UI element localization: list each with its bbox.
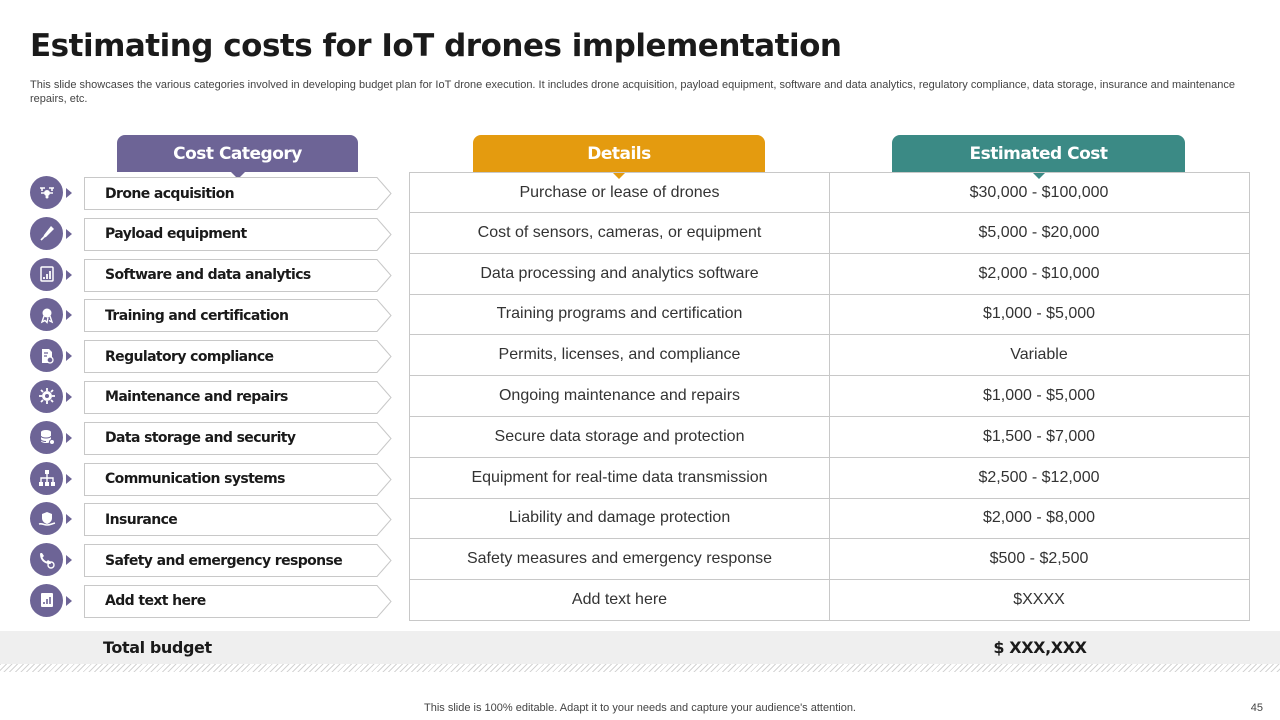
category-label: Maintenance and repairs xyxy=(105,389,288,406)
analytics-icon xyxy=(30,257,63,291)
category-label: Drone acquisition xyxy=(105,185,235,202)
details-cell: Equipment for real-time data transmissio… xyxy=(409,457,830,499)
header-cost-category: Cost Category xyxy=(117,135,358,179)
table-row: Add text here Add text here $XXXX xyxy=(0,579,1280,621)
details-cell: Safety measures and emergency response xyxy=(409,539,830,581)
hatch-divider xyxy=(0,664,1280,672)
pointer-triangle xyxy=(66,269,72,280)
pointer-triangle xyxy=(66,555,72,566)
table-row: Maintenance and repairs Ongoing maintenan… xyxy=(0,375,1280,417)
cost-cell: $1,000 - $5,000 xyxy=(829,294,1250,336)
category-box: Communication systems xyxy=(84,462,392,496)
total-budget-bar: Total budget $ XXX,XXX xyxy=(0,631,1280,664)
category-label: Communication systems xyxy=(105,471,285,488)
slide-title: Estimating costs for IoT drones implemen… xyxy=(30,28,842,64)
category-label: Data storage and security xyxy=(105,430,296,447)
emergency-icon xyxy=(30,543,63,577)
details-cell: Permits, licenses, and compliance xyxy=(409,335,830,377)
pointer-triangle xyxy=(66,473,72,484)
cost-cell: $2,000 - $10,000 xyxy=(829,253,1250,295)
details-cell: Training programs and certification xyxy=(409,294,830,336)
network-icon xyxy=(30,461,63,495)
pointer-triangle xyxy=(66,595,72,606)
pointer-triangle xyxy=(66,310,72,321)
pointer-triangle xyxy=(66,391,72,402)
slide-subtitle: This slide showcases the various categor… xyxy=(30,79,1236,105)
header-details: Details xyxy=(473,135,765,179)
details-cell: Purchase or lease of drones xyxy=(409,172,830,213)
pointer-triangle xyxy=(66,514,72,525)
details-cell: Ongoing maintenance and repairs xyxy=(409,375,830,417)
cost-cell: $XXXX xyxy=(829,579,1250,621)
page-number: 45 xyxy=(1250,702,1263,714)
category-box: Data storage and security xyxy=(84,421,392,455)
category-label: Regulatory compliance xyxy=(105,348,274,365)
cost-cell: $5,000 - $20,000 xyxy=(829,212,1250,254)
payload-icon xyxy=(30,216,63,250)
category-label: Payload equipment xyxy=(105,226,247,243)
drone-icon xyxy=(30,176,63,209)
table-row: Data storage and security Secure data sto… xyxy=(0,416,1280,458)
category-box: Drone acquisition xyxy=(84,177,392,210)
maintenance-icon xyxy=(30,379,63,413)
category-box: Regulatory compliance xyxy=(84,340,392,374)
category-label: Safety and emergency response xyxy=(105,552,343,569)
pointer-triangle xyxy=(66,228,72,239)
category-box: Add text here xyxy=(84,584,392,618)
pointer-triangle xyxy=(66,351,72,362)
total-budget-label: Total budget xyxy=(103,638,212,657)
slide-footer: This slide is 100% editable. Adapt it to… xyxy=(424,702,856,714)
table-row: Training and certification Training progr… xyxy=(0,294,1280,336)
pointer-triangle xyxy=(66,188,72,198)
category-label: Training and certification xyxy=(105,307,289,324)
table-row: Insurance Liability and damage protection… xyxy=(0,498,1280,540)
category-box: Payload equipment xyxy=(84,217,392,251)
category-box: Training and certification xyxy=(84,299,392,333)
compliance-icon xyxy=(30,339,63,373)
table-row: Drone acquisition Purchase or lease of dr… xyxy=(0,172,1280,213)
cost-cell: Variable xyxy=(829,335,1250,377)
category-label: Insurance xyxy=(105,511,178,528)
category-box: Insurance xyxy=(84,503,392,537)
cost-cell: $1,500 - $7,000 xyxy=(829,416,1250,458)
cost-cell: $2,500 - $12,000 xyxy=(829,457,1250,499)
total-budget-value: $ XXX,XXX xyxy=(993,638,1087,657)
category-label: Software and data analytics xyxy=(105,267,311,284)
database-icon xyxy=(30,420,63,454)
cost-cell: $30,000 - $100,000 xyxy=(829,172,1250,213)
cost-table: Drone acquisition Purchase or lease of dr… xyxy=(0,172,1280,621)
certificate-icon xyxy=(30,298,63,332)
header-estimated-cost: Estimated Cost xyxy=(892,135,1185,179)
category-box: Software and data analytics xyxy=(84,258,392,292)
details-cell: Secure data storage and protection xyxy=(409,416,830,458)
cost-cell: $1,000 - $5,000 xyxy=(829,375,1250,417)
category-box: Maintenance and repairs xyxy=(84,380,392,414)
table-row: Safety and emergency response Safety meas… xyxy=(0,539,1280,581)
details-cell: Liability and damage protection xyxy=(409,498,830,540)
category-box: Safety and emergency response xyxy=(84,544,392,578)
details-cell: Data processing and analytics software xyxy=(409,253,830,295)
details-cell: Add text here xyxy=(409,579,830,621)
table-row: Payload equipment Cost of sensors, camera… xyxy=(0,212,1280,254)
details-cell: Cost of sensors, cameras, or equipment xyxy=(409,212,830,254)
cost-cell: $500 - $2,500 xyxy=(829,539,1250,581)
pointer-triangle xyxy=(66,432,72,443)
table-row: Regulatory compliance Permits, licenses, … xyxy=(0,335,1280,377)
category-label: Add text here xyxy=(105,593,206,610)
table-row: Software and data analytics Data processi… xyxy=(0,253,1280,295)
report-icon xyxy=(30,583,63,617)
insurance-icon xyxy=(30,502,63,536)
table-row: Communication systems Equipment for real-… xyxy=(0,457,1280,499)
cost-cell: $2,000 - $8,000 xyxy=(829,498,1250,540)
